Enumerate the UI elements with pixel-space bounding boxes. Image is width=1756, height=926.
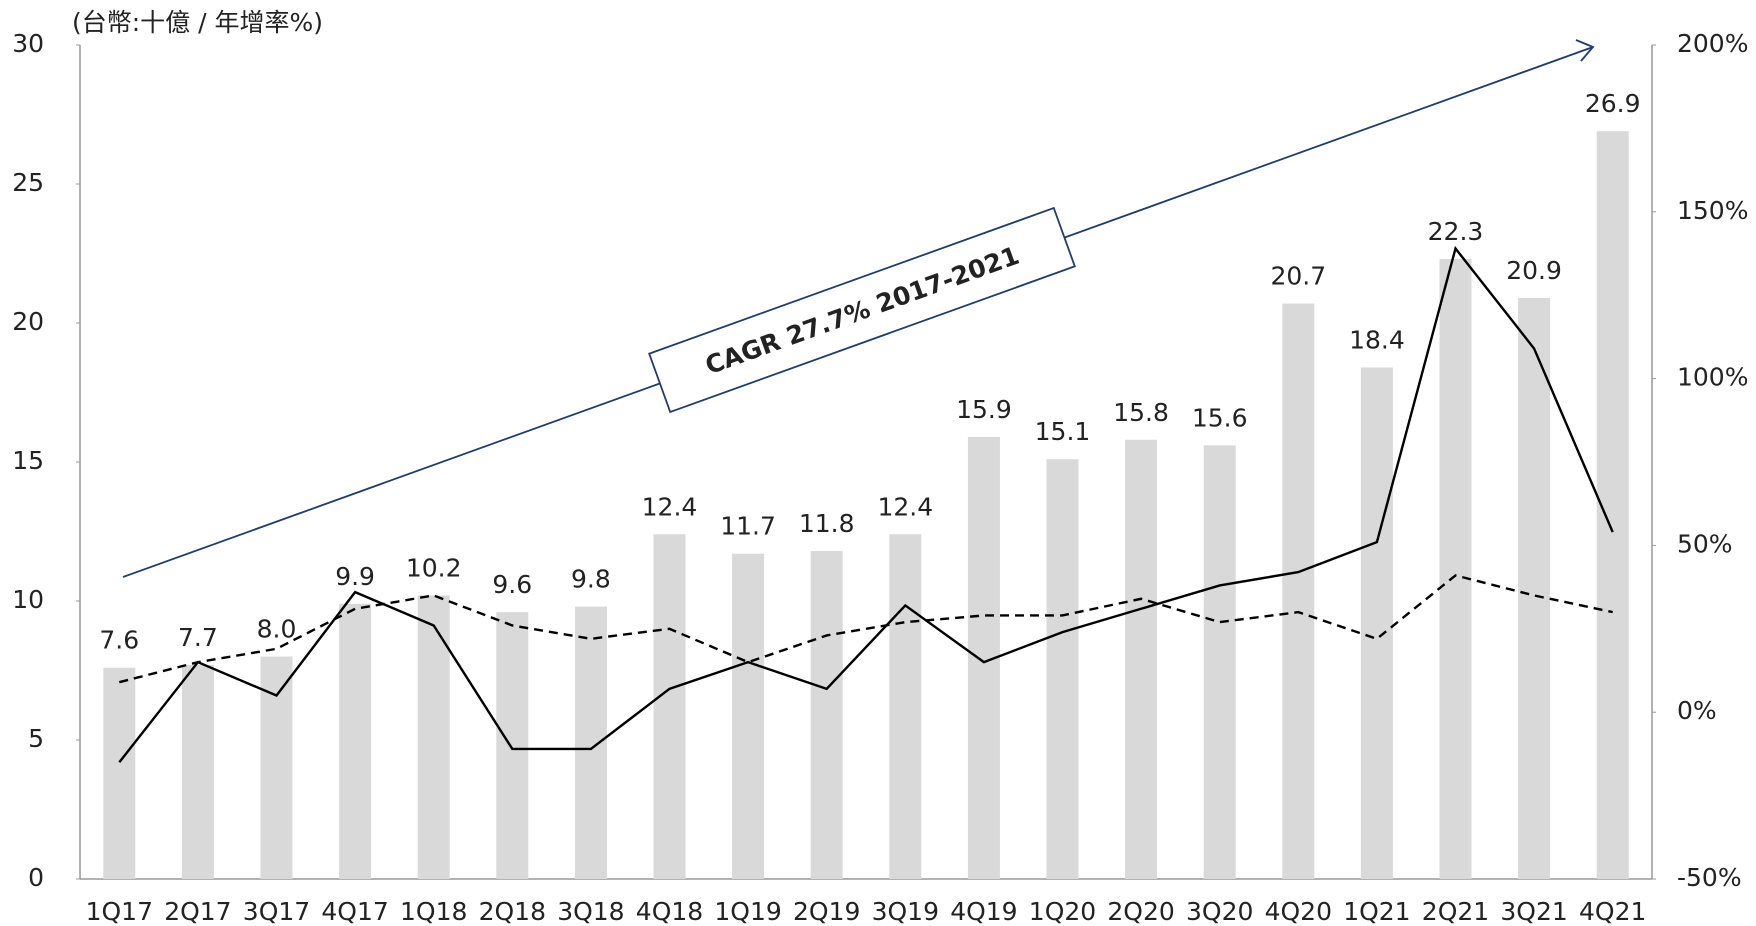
y2-tick-label: -50% xyxy=(1677,863,1742,892)
y2-tick-label: 100% xyxy=(1677,363,1748,392)
x-tick-label: 3Q20 xyxy=(1186,897,1253,926)
x-tick-label: 4Q19 xyxy=(950,897,1017,926)
x-tick-label: 4Q21 xyxy=(1579,897,1646,926)
unit-label: (台幣:十億 / 年增率%) xyxy=(72,8,323,37)
x-tick-label: 2Q19 xyxy=(793,897,860,926)
y-tick-label: 10 xyxy=(12,585,44,614)
bar-value-label: 15.6 xyxy=(1192,403,1248,432)
bar xyxy=(1282,303,1315,879)
bar-value-label: 8.0 xyxy=(257,615,297,644)
y2-tick-label: 150% xyxy=(1677,196,1748,225)
cagr-label: CAGR 27.7% 2017-2021 xyxy=(701,241,1022,380)
bar-value-label: 26.9 xyxy=(1585,89,1641,118)
bar xyxy=(732,553,765,879)
bar xyxy=(181,664,214,879)
x-tick-label: 1Q21 xyxy=(1343,897,1410,926)
cagr-box: CAGR 27.7% 2017-2021 xyxy=(648,206,1076,414)
line-series xyxy=(119,574,1613,684)
x-tick-label: 3Q19 xyxy=(872,897,939,926)
bar-value-label: 9.6 xyxy=(492,570,532,599)
bar xyxy=(339,603,372,879)
x-tick-label: 4Q18 xyxy=(636,897,703,926)
y-tick-label: 0 xyxy=(28,863,44,892)
cagr-box-frame xyxy=(648,206,1076,414)
x-tick-label: 2Q21 xyxy=(1422,897,1489,926)
bar xyxy=(889,534,922,879)
bar-value-label: 20.7 xyxy=(1270,262,1326,291)
bar xyxy=(653,534,686,879)
y2-tick-label: 200% xyxy=(1677,29,1748,58)
y-tick-label: 5 xyxy=(28,724,44,753)
y2-tick-label: 0% xyxy=(1677,696,1717,725)
bar-value-label: 12.4 xyxy=(877,492,933,521)
x-tick-label: 1Q18 xyxy=(400,897,467,926)
bar xyxy=(1046,459,1079,879)
x-tick-label: 2Q20 xyxy=(1107,897,1174,926)
bar xyxy=(417,595,450,879)
bar-value-label: 11.7 xyxy=(720,512,776,541)
bar-value-label: 12.4 xyxy=(642,492,698,521)
bar-value-label: 7.7 xyxy=(178,623,218,652)
bar xyxy=(1125,439,1158,879)
bar xyxy=(810,550,843,879)
bar-value-label: 15.8 xyxy=(1113,398,1169,427)
x-tick-label: 2Q18 xyxy=(479,897,546,926)
line-series xyxy=(118,245,1614,763)
x-tick-label: 4Q17 xyxy=(321,897,388,926)
bar-value-label: 20.9 xyxy=(1506,256,1562,285)
y-tick-label: 15 xyxy=(12,446,44,475)
y-tick-label: 20 xyxy=(12,307,44,336)
bar-value-label: 15.1 xyxy=(1035,417,1091,446)
bar-value-label: 9.9 xyxy=(335,562,375,591)
bar xyxy=(574,606,607,879)
bar xyxy=(496,612,529,879)
bar-value-label: 11.8 xyxy=(799,509,855,538)
x-tick-label: 3Q18 xyxy=(557,897,624,926)
y-tick-label: 30 xyxy=(12,29,44,58)
bar xyxy=(1518,297,1551,880)
x-tick-label: 2Q17 xyxy=(164,897,231,926)
bar-value-label: 9.8 xyxy=(571,565,611,594)
bar xyxy=(1203,445,1236,879)
x-tick-label: 4Q20 xyxy=(1265,897,1332,926)
bar xyxy=(103,667,136,879)
x-tick-label: 1Q19 xyxy=(714,897,781,926)
bar-value-label: 10.2 xyxy=(406,553,462,582)
cagr-arrow-head xyxy=(1575,39,1595,62)
x-tick-label: 1Q20 xyxy=(1029,897,1096,926)
x-tick-label: 3Q21 xyxy=(1500,897,1567,926)
bar-value-label: 22.3 xyxy=(1428,217,1484,246)
y-tick-label: 25 xyxy=(12,168,44,197)
x-tick-label: 1Q17 xyxy=(86,897,153,926)
x-tick-label: 3Q17 xyxy=(243,897,310,926)
bar xyxy=(1439,259,1472,879)
bar-value-label: 15.9 xyxy=(956,395,1012,424)
bar-value-label: 7.6 xyxy=(99,626,139,655)
y2-tick-label: 50% xyxy=(1677,529,1733,558)
bar xyxy=(1360,367,1393,879)
bar-value-label: 18.4 xyxy=(1349,325,1405,354)
